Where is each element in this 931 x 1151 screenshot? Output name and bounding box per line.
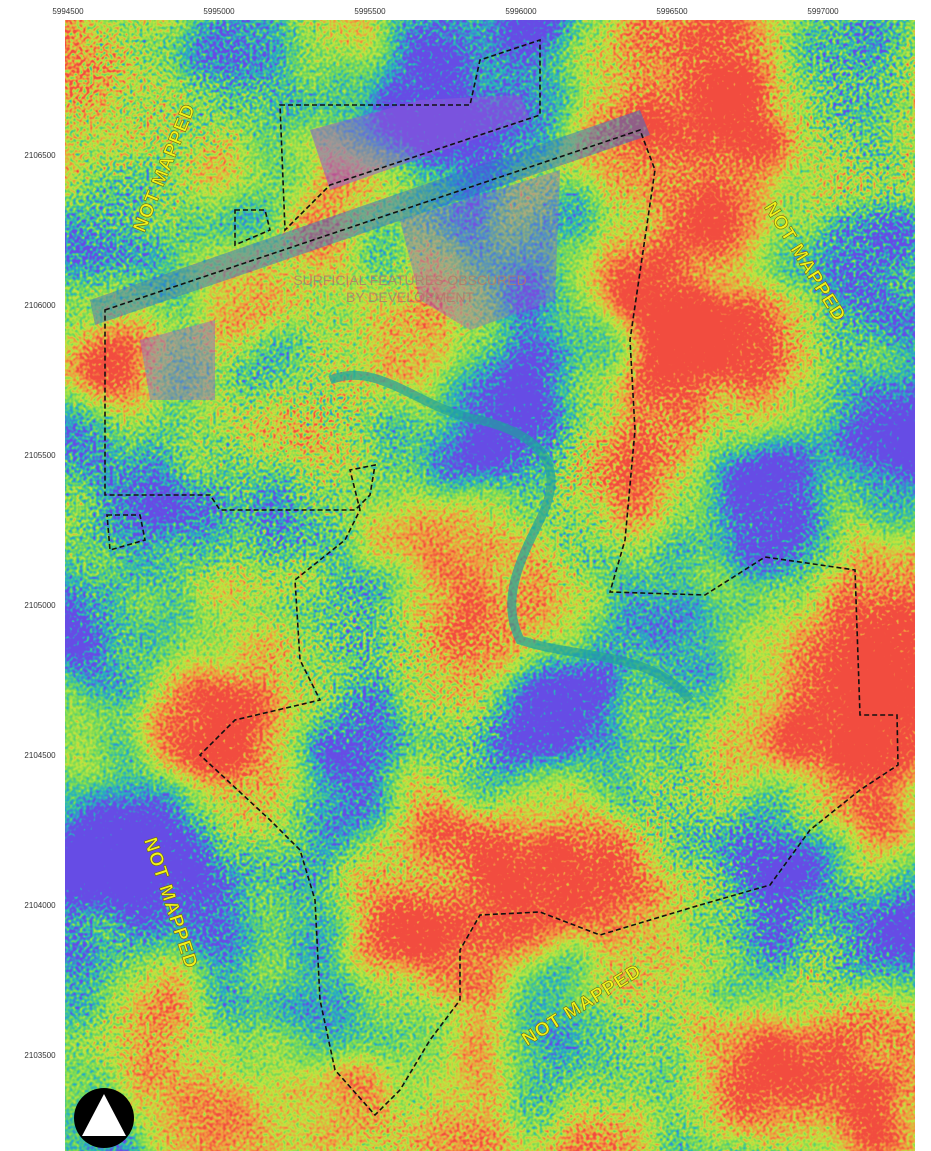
map-note: SURFICIAL FEATURES OBSCURED [293, 272, 526, 288]
x-coordinate-label: 5995500 [354, 7, 386, 16]
y-coordinate-label: 2106000 [24, 301, 56, 310]
x-coordinate-label: 5996000 [505, 7, 537, 16]
x-coordinate-label: 5994500 [52, 7, 84, 16]
x-coordinate-label: 5995000 [203, 7, 235, 16]
map-page: NOT MAPPED NOT MAPPED NOT MAPPED NOT MAP… [0, 0, 931, 1151]
y-coordinate-label: 2106500 [24, 151, 56, 160]
y-coordinate-label: 2104500 [24, 751, 56, 760]
map-note: BY DEVELOPMENT [346, 289, 475, 305]
map-frame: NOT MAPPED NOT MAPPED NOT MAPPED NOT MAP… [65, 20, 915, 1151]
x-coordinate-label: 5996500 [656, 7, 688, 16]
y-coordinate-label: 2105500 [24, 451, 56, 460]
north-arrow [74, 1088, 134, 1148]
y-coordinate-label: 2105000 [24, 601, 56, 610]
y-coordinate-label: 2103500 [24, 1051, 56, 1060]
x-coordinate-label: 5997000 [807, 7, 839, 16]
y-coordinate-label: 2104000 [24, 901, 56, 910]
